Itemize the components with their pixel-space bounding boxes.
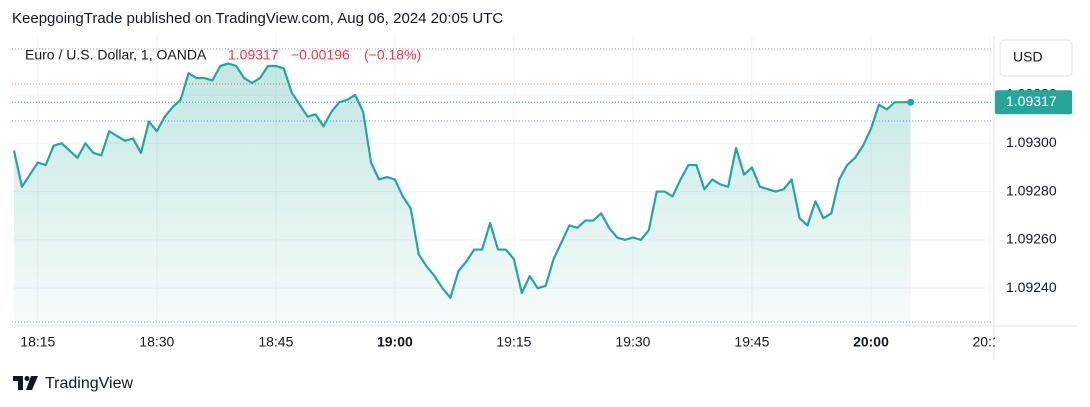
x-tick-label: 18:45	[258, 334, 293, 350]
marks	[12, 62, 993, 322]
x-tick-label: 19:30	[615, 334, 650, 350]
x-tick-label: 20:00	[853, 334, 889, 350]
last-point	[907, 98, 915, 106]
last-price-box	[995, 90, 1072, 115]
x-tick-label: 19:45	[734, 334, 769, 350]
symbol: Euro / U.S. Dollar, 1, OANDA	[25, 47, 207, 63]
y-tick-label: 1.09300	[1006, 134, 1057, 150]
x-axis: 18:15 18:30 18:45 19:00 19:15 19:30 19:45 20:00…	[20, 334, 1007, 350]
logo	[13, 376, 38, 390]
axes: 1.092401.092601.092801.093001.0932018:15…	[20, 86, 1072, 350]
y-tick-label: 1.09240	[1006, 279, 1057, 295]
x-tick-label: 19:15	[496, 334, 531, 350]
x-tick-label: 19:00	[377, 334, 413, 350]
x-tick-label: 20:15	[972, 334, 1007, 350]
last-price-label: 1.09317	[1006, 93, 1057, 109]
x-tick-label: 18:15	[20, 334, 55, 350]
area-fill	[14, 63, 911, 322]
y-tick-label: 1.09260	[1006, 231, 1057, 247]
change: −0.00196	[291, 47, 350, 63]
currency-button[interactable]	[999, 39, 1073, 77]
publish-info: KeepgoingTrade published on TradingView.…	[12, 10, 503, 27]
price-line	[12, 62, 911, 299]
currency[interactable]: USD	[1013, 49, 1043, 65]
y-tick-label: 1.09280	[1006, 182, 1057, 198]
change-percent: (−0.18%)	[364, 47, 421, 63]
last-price: 1.09317	[228, 47, 279, 63]
x-tick-label: 18:30	[139, 334, 174, 350]
brand: TradingView	[45, 375, 133, 392]
